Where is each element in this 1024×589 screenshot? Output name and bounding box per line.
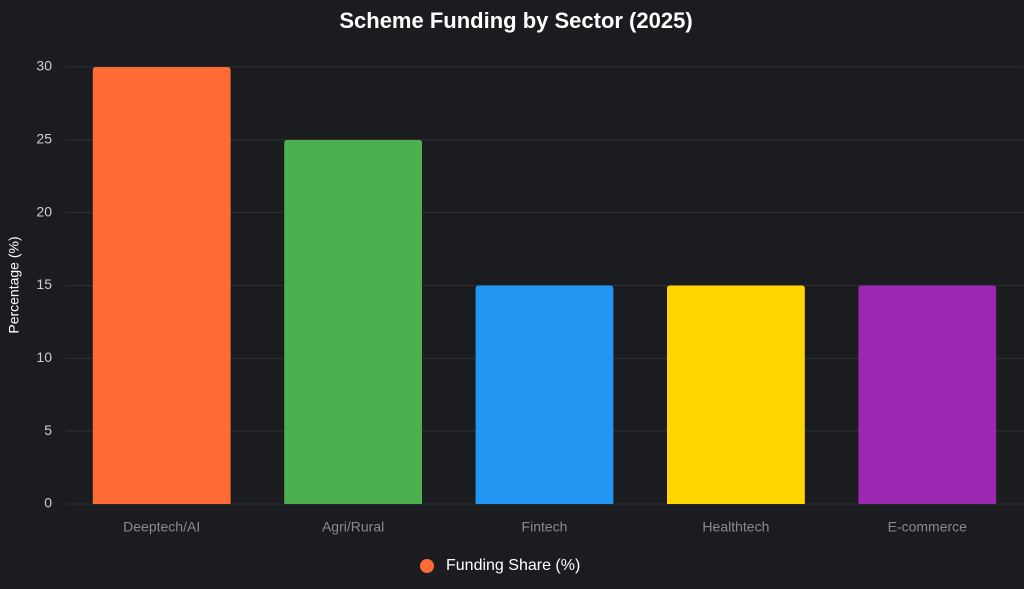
- y-tick-label: 30: [36, 58, 52, 74]
- bar: [858, 285, 997, 504]
- bar: [666, 285, 805, 504]
- y-tick-label: 10: [36, 349, 52, 365]
- chart-title: Scheme Funding by Sector (2025): [339, 8, 692, 33]
- x-tick-label: Deeptech/AI: [123, 519, 200, 535]
- x-tick-label: E-commerce: [888, 519, 968, 535]
- bar: [92, 67, 231, 504]
- bar: [475, 285, 614, 504]
- y-tick-label: 0: [44, 495, 52, 511]
- y-tick-label: 5: [44, 422, 52, 438]
- y-axis-label: Percentage (%): [6, 236, 22, 333]
- x-tick-label: Healthtech: [702, 519, 769, 535]
- y-tick-label: 15: [36, 276, 52, 292]
- y-tick-label: 20: [36, 203, 52, 219]
- bar: [284, 139, 423, 505]
- y-tick-label: 25: [36, 131, 52, 147]
- legend-label: Funding Share (%): [446, 557, 580, 574]
- x-tick-label: Fintech: [522, 519, 568, 535]
- x-tick-label: Agri/Rural: [322, 519, 384, 535]
- legend-marker: [420, 559, 434, 573]
